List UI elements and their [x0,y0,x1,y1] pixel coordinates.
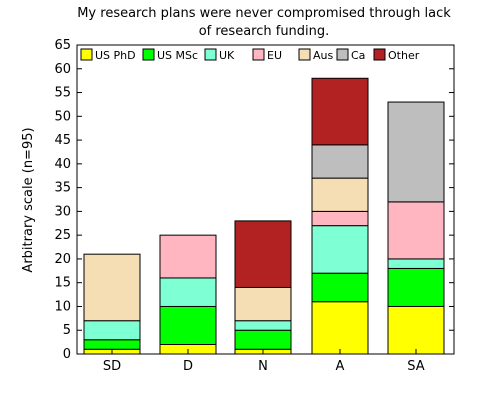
bar-segment-sa-eu [387,201,445,260]
bar-segment-sa-ca [387,101,445,203]
bar-segment-n-other [234,220,292,288]
chart-title-line-2: of research funding. [199,24,330,39]
y-tick-label: 5 [63,323,71,338]
x-tick-label: SD [103,359,121,374]
axis-ticks: 0 5 10 15 20 25 30 35 40 45 50 55 60 65 SD D N A SA [54,38,454,374]
bar-segment-sa-us-phd [387,305,445,355]
y-tick-label: 10 [54,299,71,314]
legend-swatch-us-msc [142,48,155,61]
bar-segment-a-uk [311,225,369,274]
y-tick-label: 40 [54,157,71,172]
bar-segment-a-ca [311,144,369,179]
bar-segment-a-us-phd [311,301,369,355]
bar-segment-sd-uk [83,320,141,341]
legend-label-us-msc: US MSc [157,49,198,62]
y-tick-label: 65 [54,38,71,53]
legend: US PhD US MSc UK EU Aus Ca Other [80,48,420,62]
legend-label-uk: UK [219,49,235,62]
chart-title-line-1: My research plans were never compromised… [77,6,451,21]
y-tick-label: 30 [54,204,71,219]
bar-segment-d-us-msc [159,305,217,345]
y-tick-label: 55 [54,86,71,101]
legend-swatch-uk [204,48,217,61]
y-tick-label: 25 [54,228,71,243]
legend-label-aus: Aus [313,49,333,62]
x-tick-label: A [336,359,345,374]
legend-label-eu: EU [267,49,282,62]
legend-swatch-aus [298,48,311,61]
y-axis-label: Arbitrary scale (n=95) [21,127,36,272]
bar-segment-n-aus [234,286,292,322]
bar-segment-a-other [311,77,369,146]
bar-segment-d-eu [159,234,217,279]
y-tick-label: 35 [54,181,71,196]
legend-swatch-other [373,48,386,61]
y-tick-label: 60 [54,62,71,77]
bar-segment-sa-uk [387,258,445,269]
legend-label-us-phd: US PhD [95,49,136,62]
bar-segment-sd-us-msc [83,339,141,350]
legend-label-other: Other [388,49,420,62]
bar-segment-sa-us-msc [387,267,445,307]
bars-layer [83,77,445,355]
y-tick-label: 0 [63,347,71,362]
bar-segment-sd-aus [83,253,141,322]
y-tick-label: 20 [54,252,71,267]
y-tick-label: 15 [54,276,71,291]
chart-title: My research plans were never compromised… [77,6,451,39]
x-tick-label: SA [407,359,424,374]
legend-label-ca: Ca [351,49,365,62]
bar-segment-n-us-msc [234,329,292,350]
bar-segment-n-uk [234,320,292,331]
legend-swatch-ca [336,48,349,61]
x-tick-label: N [258,359,268,374]
bar-segment-a-us-msc [311,272,369,303]
y-tick-label: 50 [54,109,71,124]
bar-segment-a-eu [311,210,369,227]
bar-segment-d-uk [159,277,217,307]
bar-segment-a-aus [311,177,369,212]
legend-swatch-eu [252,48,265,61]
y-tick-label: 45 [54,133,71,148]
legend-swatch-us-phd [80,48,93,61]
x-tick-label: D [183,359,193,374]
